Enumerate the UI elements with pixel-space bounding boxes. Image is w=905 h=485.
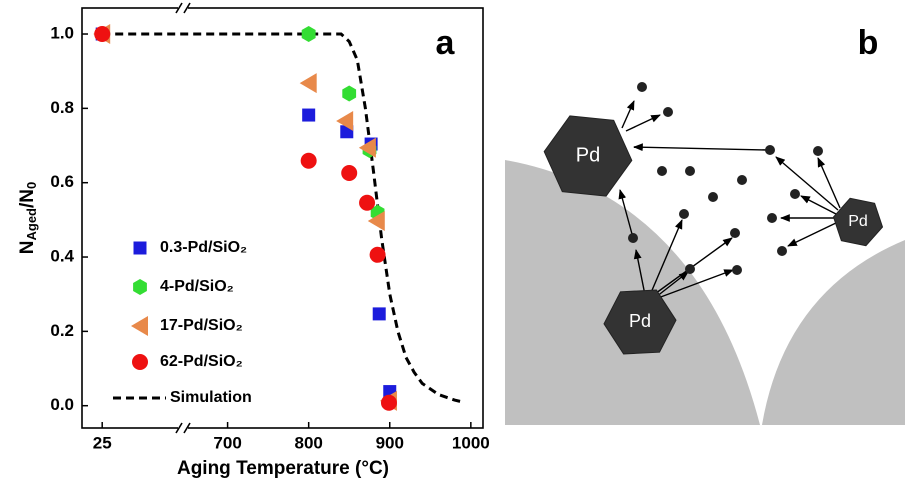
atom bbox=[628, 233, 638, 243]
arrow bbox=[775, 156, 839, 211]
point bbox=[380, 394, 397, 411]
simulation-line bbox=[102, 32, 464, 404]
point bbox=[342, 85, 357, 102]
legend-marker bbox=[133, 279, 147, 295]
atom bbox=[685, 166, 695, 176]
y-label-part: N bbox=[17, 241, 38, 255]
x-tick-label: 1000 bbox=[452, 433, 490, 452]
particle-label: Pd bbox=[629, 311, 651, 331]
legend-marker bbox=[131, 316, 148, 336]
legend-marker bbox=[132, 354, 148, 370]
point bbox=[300, 152, 317, 169]
arrow bbox=[800, 195, 837, 215]
arrow bbox=[817, 157, 841, 209]
legend-label: 4-Pd/SiO₂ bbox=[160, 278, 234, 295]
diagram: Pd Pd Pd bbox=[543, 82, 884, 355]
particle-label: Pd bbox=[576, 144, 600, 166]
point bbox=[369, 246, 386, 263]
atom bbox=[685, 264, 695, 274]
point bbox=[336, 110, 354, 131]
y-axis-label: NAged/N0 bbox=[17, 182, 39, 254]
atom bbox=[813, 146, 823, 156]
atom bbox=[732, 265, 742, 275]
y-tick-label: 0.6 bbox=[50, 172, 74, 191]
panel-label: a bbox=[436, 24, 456, 62]
point bbox=[302, 108, 316, 122]
axis-break bbox=[183, 422, 191, 434]
point bbox=[341, 165, 358, 182]
point bbox=[372, 307, 386, 321]
atom bbox=[790, 189, 800, 199]
y-label-sub: 0 bbox=[24, 182, 39, 189]
point bbox=[299, 73, 317, 94]
y-tick-label: 0.2 bbox=[50, 321, 74, 340]
arrow bbox=[787, 221, 839, 247]
axis-break bbox=[175, 2, 183, 14]
y-tick-label: 0.0 bbox=[50, 395, 74, 414]
pd-particle bbox=[543, 115, 633, 197]
axis-break-gap bbox=[178, 5, 188, 11]
atom bbox=[637, 82, 647, 92]
atom bbox=[663, 107, 673, 117]
point bbox=[301, 26, 316, 42]
panel-label: b bbox=[858, 24, 879, 62]
atom bbox=[767, 213, 777, 223]
atom bbox=[765, 145, 775, 155]
legend-label: 0.3-Pd/SiO₂ bbox=[160, 239, 247, 256]
legend-marker bbox=[133, 241, 147, 255]
atom bbox=[737, 175, 747, 185]
plot-frame bbox=[81, 7, 484, 429]
substrate-right bbox=[762, 240, 905, 425]
pd-particle bbox=[603, 289, 677, 355]
y-label-sub: Aged bbox=[24, 208, 39, 241]
axis-break bbox=[183, 2, 191, 14]
atom bbox=[679, 209, 689, 219]
atom bbox=[657, 166, 667, 176]
arrow bbox=[618, 189, 633, 235]
atom bbox=[730, 228, 740, 238]
arrow bbox=[621, 100, 635, 129]
arrow bbox=[657, 269, 734, 299]
axis-break bbox=[175, 422, 183, 434]
legend-label: Simulation bbox=[170, 389, 252, 406]
x-tick-label: 800 bbox=[294, 433, 322, 452]
y-label-part: /N bbox=[17, 189, 38, 208]
x-axis-label: Aging Temperature (°C) bbox=[177, 458, 389, 479]
arrow bbox=[649, 219, 683, 296]
y-tick-label: 0.4 bbox=[50, 247, 74, 266]
pd-particle bbox=[832, 197, 884, 247]
point bbox=[358, 137, 376, 158]
point bbox=[359, 194, 376, 211]
y-tick-label: 0.8 bbox=[50, 98, 74, 117]
y-tick-label: 1.0 bbox=[50, 24, 74, 43]
arrow bbox=[625, 114, 661, 132]
particle-label: Pd bbox=[848, 213, 868, 230]
atom bbox=[708, 192, 718, 202]
x-tick-label: 700 bbox=[213, 433, 241, 452]
x-tick-label: 900 bbox=[376, 433, 404, 452]
x-tick-label: 25 bbox=[93, 433, 112, 452]
legend-label: 17-Pd/SiO₂ bbox=[160, 317, 243, 334]
arrow bbox=[633, 249, 646, 296]
atom bbox=[777, 246, 787, 256]
legend-label: 62-Pd/SiO₂ bbox=[160, 353, 243, 370]
plot: 0.0 0.2 0.4 0.6 0.8 1.0 25 700 800 900 1000 0.3-Pd/… bbox=[50, 2, 490, 452]
point bbox=[94, 26, 111, 43]
arrow bbox=[633, 143, 769, 152]
point bbox=[367, 210, 385, 231]
arrow bbox=[655, 271, 689, 298]
axis-break-gap bbox=[178, 425, 188, 431]
